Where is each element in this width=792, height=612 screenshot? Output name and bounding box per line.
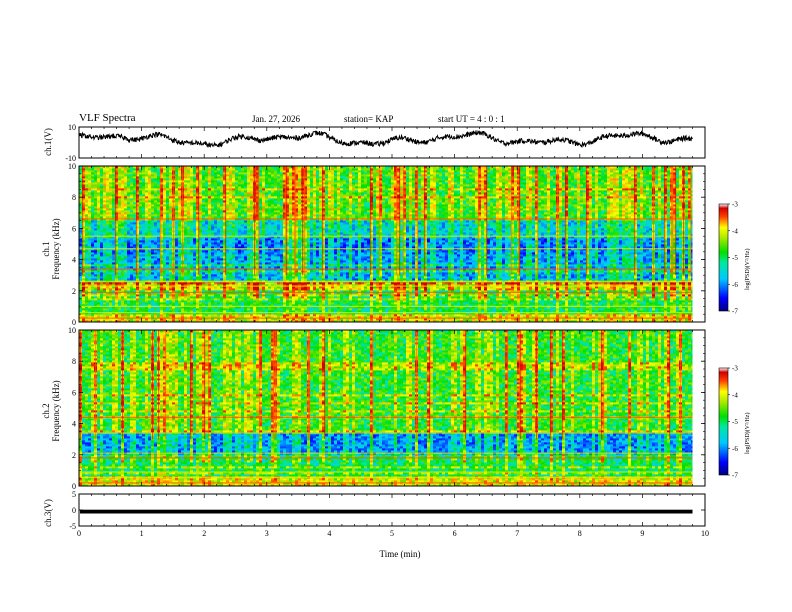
ch1-spectrogram — [79, 166, 705, 322]
vlf-figure: -3-4-5-6-7-3-4-5-6-7 10-1002468100246810… — [0, 0, 792, 612]
